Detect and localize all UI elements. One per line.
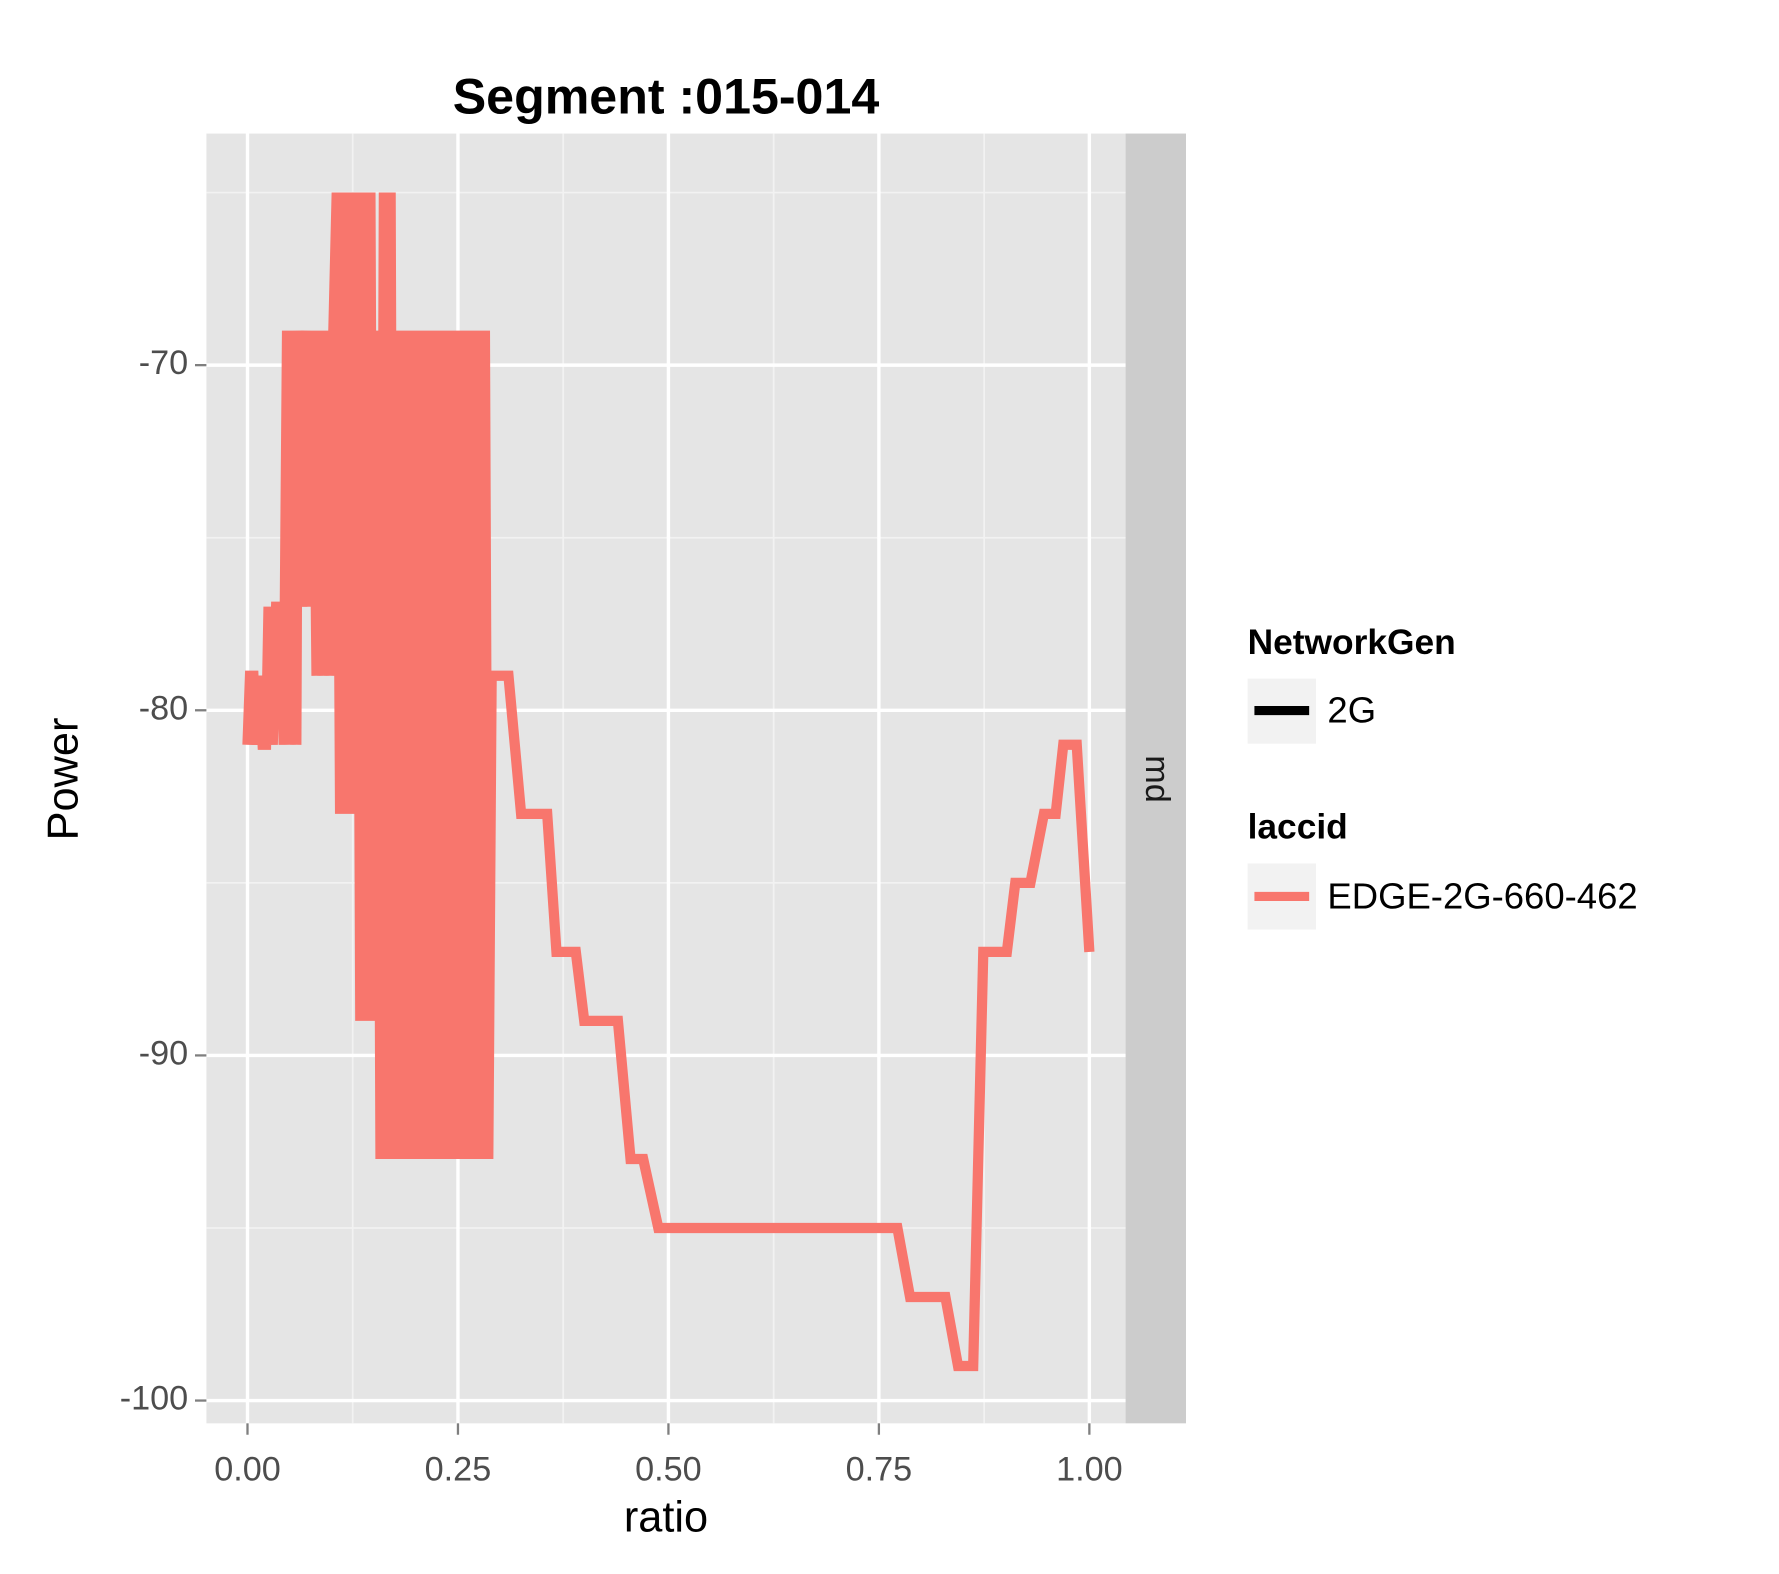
x-tick-label: 0.50 bbox=[635, 1450, 702, 1488]
grid bbox=[206, 133, 1126, 1424]
legend-label: 2G bbox=[1327, 690, 1376, 731]
x-tick-label: 0.25 bbox=[425, 1450, 492, 1488]
x-tick-label: 0.00 bbox=[214, 1450, 281, 1488]
data-line bbox=[242, 192, 1095, 1372]
chart-title: Segment :015-014 bbox=[453, 69, 880, 125]
facet-label: md bbox=[1138, 755, 1176, 803]
legend-title: laccid bbox=[1248, 808, 1348, 847]
plot-area bbox=[242, 192, 1095, 1372]
y-tick-label: -90 bbox=[139, 1034, 188, 1072]
x-tick-label: 0.75 bbox=[846, 1450, 913, 1488]
x-tick-label: 1.00 bbox=[1056, 1450, 1123, 1488]
y-tick-label: -80 bbox=[139, 689, 188, 727]
legend-title: NetworkGen bbox=[1248, 623, 1456, 662]
y-tick-label: -70 bbox=[139, 344, 188, 382]
y-tick-label: -100 bbox=[120, 1380, 188, 1418]
y-axis-title: Power bbox=[40, 718, 88, 841]
facet-strip bbox=[1125, 133, 1186, 1424]
x-axis-title: ratio bbox=[624, 1494, 708, 1542]
legend-label: EDGE-2G-660-462 bbox=[1327, 875, 1637, 916]
